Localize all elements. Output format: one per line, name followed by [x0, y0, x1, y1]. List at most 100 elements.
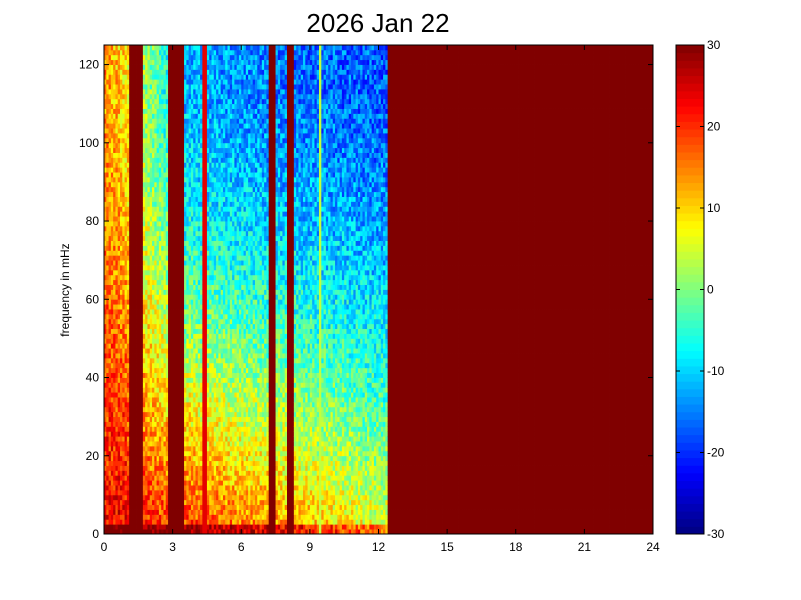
heatmap-cell: [131, 475, 134, 480]
heatmap-cell: [205, 211, 208, 216]
heatmap-cell: [170, 500, 173, 505]
heatmap-cell: [186, 294, 189, 299]
heatmap-cell: [177, 422, 180, 427]
heatmap-cell: [177, 451, 180, 456]
heatmap-cell: [118, 417, 121, 422]
heatmap-cell: [152, 197, 155, 202]
heatmap-cell: [141, 153, 144, 158]
heatmap-cell: [118, 55, 121, 60]
heatmap-cell: [147, 148, 150, 153]
heatmap-cell: [202, 524, 205, 529]
heatmap-cell: [157, 221, 160, 226]
heatmap-cell: [147, 162, 150, 167]
heatmap-cell: [196, 245, 199, 250]
heatmap-cell: [122, 514, 125, 519]
heatmap-cell: [179, 143, 182, 148]
heatmap-cell: [168, 285, 171, 290]
heatmap-cell: [202, 422, 205, 427]
heatmap-cell: [113, 490, 116, 495]
heatmap-cell: [129, 510, 132, 515]
heatmap-cell: [175, 275, 178, 280]
heatmap-cell: [106, 50, 109, 55]
heatmap-cell: [193, 446, 196, 451]
heatmap-cell: [129, 211, 132, 216]
heatmap-cell: [150, 109, 153, 114]
heatmap-cell: [141, 65, 144, 70]
heatmap-cell: [168, 221, 171, 226]
heatmap-cell: [175, 221, 178, 226]
heatmap-cell: [113, 505, 116, 510]
heatmap-cell: [166, 206, 169, 211]
heatmap-cell: [177, 285, 180, 290]
heatmap-cell: [131, 172, 134, 177]
heatmap-cell: [202, 285, 205, 290]
heatmap-cell: [118, 368, 121, 373]
heatmap-cell: [141, 197, 144, 202]
heatmap-cell: [193, 265, 196, 270]
heatmap-cell: [150, 309, 153, 314]
heatmap-cell: [170, 55, 173, 60]
heatmap-cell: [205, 505, 208, 510]
heatmap-cell: [141, 314, 144, 319]
heatmap-cell: [170, 402, 173, 407]
heatmap-cell: [113, 338, 116, 343]
heatmap-cell: [175, 109, 178, 114]
heatmap-cell: [214, 441, 217, 446]
heatmap-cell: [212, 74, 215, 79]
heatmap-cell: [196, 368, 199, 373]
heatmap-cell: [111, 461, 114, 466]
heatmap-cell: [125, 441, 128, 446]
heatmap-cell: [184, 157, 187, 162]
heatmap-cell: [111, 285, 114, 290]
heatmap-cell: [138, 470, 141, 475]
heatmap-cell: [161, 89, 164, 94]
heatmap-cell: [113, 348, 116, 353]
heatmap-cell: [141, 402, 144, 407]
heatmap-cell: [166, 422, 169, 427]
heatmap-cell: [159, 514, 162, 519]
heatmap-cell: [212, 500, 215, 505]
heatmap-cell: [141, 55, 144, 60]
heatmap-cell: [189, 314, 192, 319]
heatmap-cell: [212, 324, 215, 329]
heatmap-cell: [111, 236, 114, 241]
heatmap-cell: [113, 358, 116, 363]
heatmap-cell: [193, 392, 196, 397]
heatmap-cell: [143, 133, 146, 138]
heatmap-cell: [122, 319, 125, 324]
heatmap-cell: [113, 250, 116, 255]
heatmap-cell: [170, 211, 173, 216]
heatmap-cell: [177, 446, 180, 451]
heatmap-cell: [141, 495, 144, 500]
heatmap-cell: [129, 334, 132, 339]
heatmap-cell: [184, 466, 187, 471]
heatmap-cell: [175, 397, 178, 402]
heatmap-cell: [125, 338, 128, 343]
heatmap-cell: [212, 104, 215, 109]
heatmap-cell: [196, 495, 199, 500]
heatmap-cell: [209, 470, 212, 475]
heatmap-cell: [111, 319, 114, 324]
heatmap-cell: [118, 211, 121, 216]
heatmap-cell: [147, 245, 150, 250]
heatmap-cell: [131, 148, 134, 153]
heatmap-cell: [161, 255, 164, 260]
heatmap-cell: [184, 128, 187, 133]
heatmap-cell: [143, 338, 146, 343]
heatmap-cell: [168, 519, 171, 524]
heatmap-cell: [141, 392, 144, 397]
heatmap-cell: [175, 211, 178, 216]
heatmap-cell: [177, 382, 180, 387]
heatmap-cell: [147, 109, 150, 114]
heatmap-cell: [212, 431, 215, 436]
heatmap-cell: [157, 236, 160, 241]
heatmap-cell: [159, 510, 162, 515]
heatmap-cell: [179, 211, 182, 216]
heatmap-cell: [131, 500, 134, 505]
heatmap-cell: [141, 187, 144, 192]
heatmap-cell: [184, 382, 187, 387]
heatmap-cell: [161, 172, 164, 177]
heatmap-cell: [196, 412, 199, 417]
heatmap-cell: [189, 368, 192, 373]
heatmap-cell: [209, 118, 212, 123]
